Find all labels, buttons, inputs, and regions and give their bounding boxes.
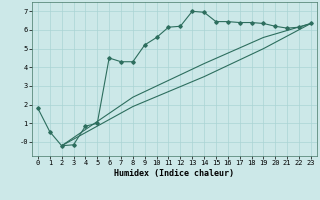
X-axis label: Humidex (Indice chaleur): Humidex (Indice chaleur) xyxy=(115,169,234,178)
